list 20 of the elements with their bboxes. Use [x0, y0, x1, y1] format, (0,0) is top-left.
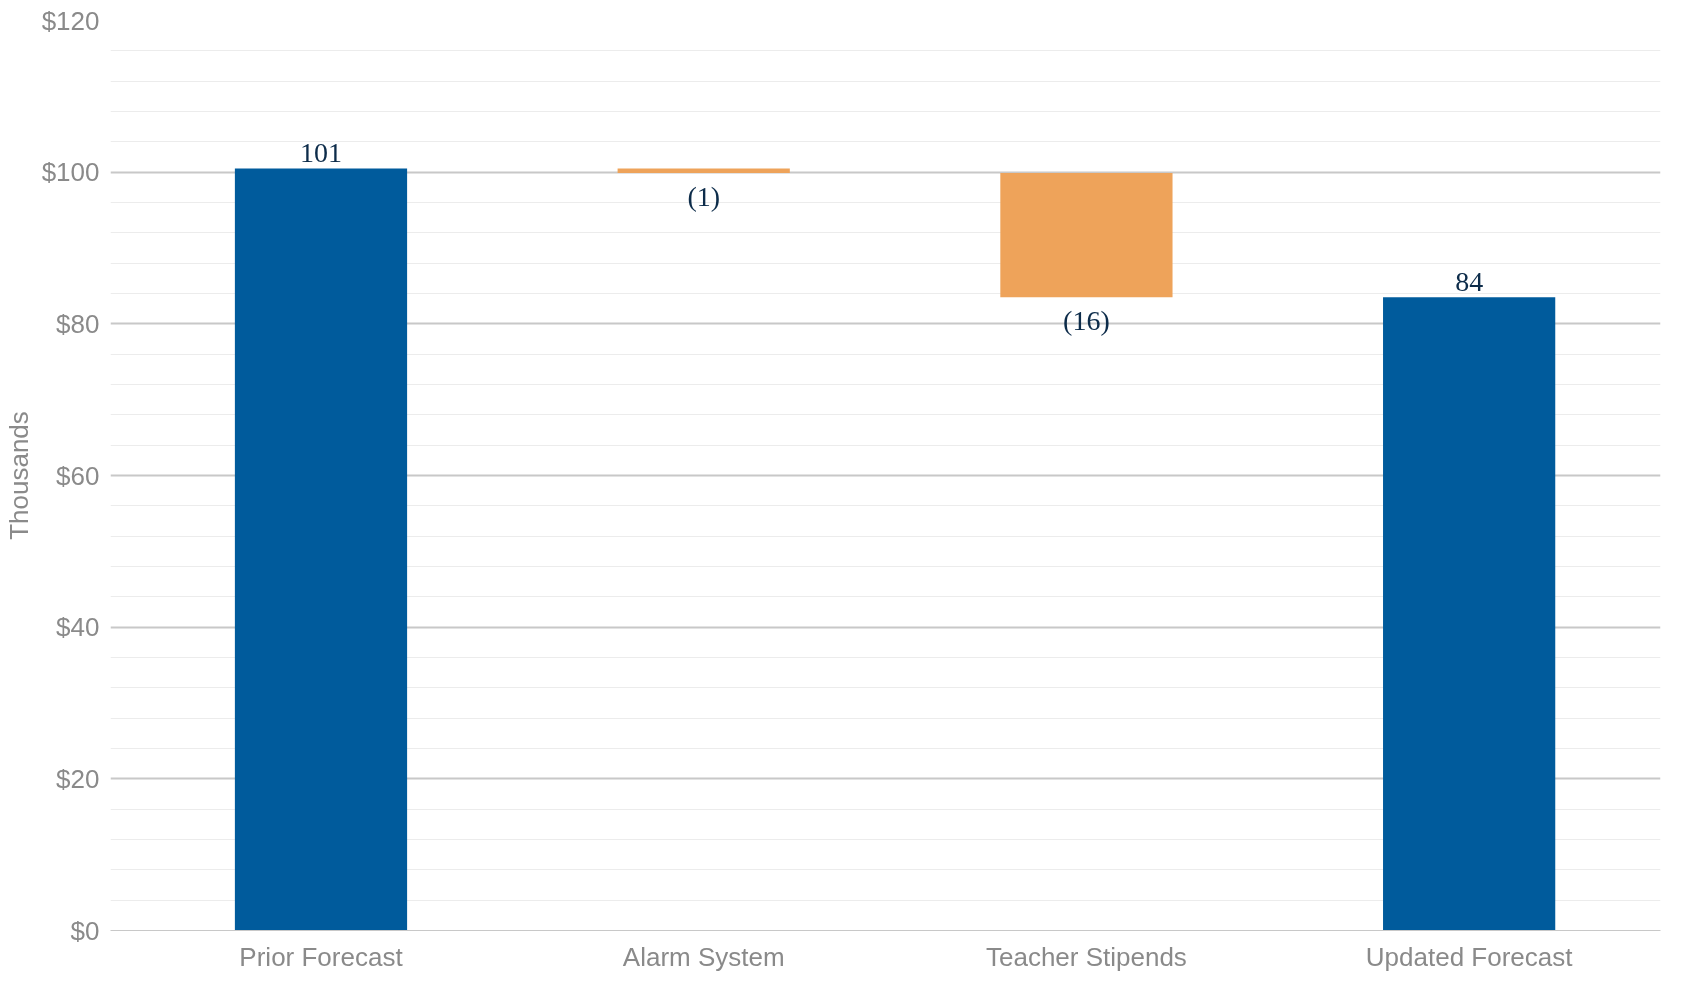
y-axis-title: Thousands — [3, 411, 34, 540]
bar — [234, 168, 408, 931]
x-tick-label: Alarm System — [622, 941, 785, 972]
bar — [1000, 172, 1173, 298]
bar — [617, 168, 790, 173]
bar — [1383, 297, 1556, 931]
data-label: (16) — [1063, 305, 1110, 337]
y-tick-label: $20 — [56, 763, 100, 794]
y-tick-label: $40 — [56, 612, 100, 643]
x-tick-label: Updated Forecast — [1365, 941, 1574, 972]
x-tick-label: Teacher Stipends — [985, 941, 1187, 972]
data-label: (1) — [687, 180, 721, 212]
y-tick-label: $100 — [41, 157, 100, 188]
x-tick-label: Prior Forecast — [239, 941, 404, 972]
data-label: 101 — [299, 137, 342, 169]
data-label: 84 — [1455, 266, 1484, 298]
y-tick-label: $0 — [70, 915, 100, 946]
y-tick-label: $80 — [56, 308, 100, 339]
y-tick-label: $120 — [41, 5, 100, 36]
y-tick-label: $60 — [56, 460, 100, 491]
